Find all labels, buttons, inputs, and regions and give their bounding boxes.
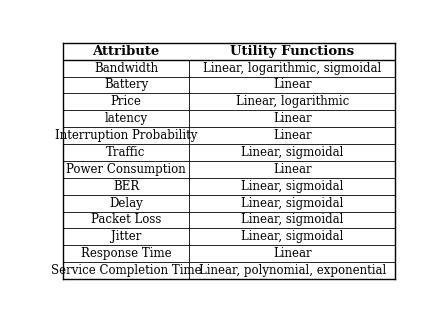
Text: Linear, sigmoidal: Linear, sigmoidal [241, 197, 343, 210]
Text: Service Completion Time: Service Completion Time [51, 264, 201, 277]
Text: latency: latency [105, 112, 148, 125]
Text: Packet Loss: Packet Loss [91, 213, 161, 226]
Text: Response Time: Response Time [80, 247, 171, 260]
Text: Linear: Linear [273, 112, 312, 125]
Text: Utility Functions: Utility Functions [230, 45, 354, 58]
Text: BER: BER [113, 180, 139, 193]
Text: Price: Price [110, 95, 141, 108]
Text: Linear: Linear [273, 163, 312, 176]
Text: Battery: Battery [104, 78, 148, 92]
Text: Linear, sigmoidal: Linear, sigmoidal [241, 213, 343, 226]
Text: Traffic: Traffic [106, 146, 146, 159]
Text: Interruption Probability: Interruption Probability [55, 129, 197, 142]
Text: Power Consumption: Power Consumption [66, 163, 186, 176]
Text: Linear, sigmoidal: Linear, sigmoidal [241, 146, 343, 159]
Text: Attribute: Attribute [93, 45, 160, 58]
Text: Linear, sigmoidal: Linear, sigmoidal [241, 180, 343, 193]
Text: Linear, sigmoidal: Linear, sigmoidal [241, 230, 343, 243]
Text: Jitter: Jitter [111, 230, 141, 243]
Text: Linear, logarithmic: Linear, logarithmic [236, 95, 349, 108]
Text: Bandwidth: Bandwidth [94, 62, 158, 75]
Text: Linear, polynomial, exponential: Linear, polynomial, exponential [198, 264, 386, 277]
Text: Delay: Delay [109, 197, 143, 210]
Text: Linear: Linear [273, 78, 312, 92]
Text: Linear, logarithmic, sigmoidal: Linear, logarithmic, sigmoidal [203, 62, 381, 75]
Text: Linear: Linear [273, 129, 312, 142]
Text: Linear: Linear [273, 247, 312, 260]
